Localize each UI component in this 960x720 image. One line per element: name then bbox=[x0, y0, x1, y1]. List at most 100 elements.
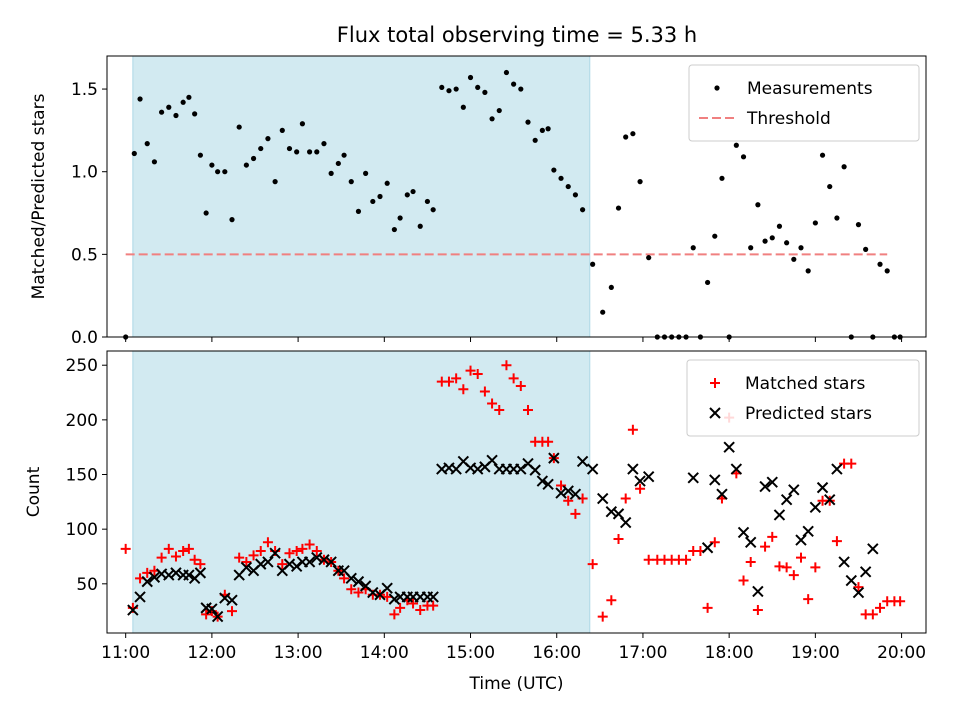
data-point bbox=[486, 454, 498, 467]
data-point bbox=[427, 591, 439, 603]
data-point bbox=[197, 152, 203, 158]
x-tick-label: 13:00 bbox=[274, 643, 323, 663]
data-point bbox=[137, 96, 143, 102]
data-point bbox=[745, 556, 756, 567]
data-point bbox=[812, 220, 818, 226]
data-point bbox=[705, 279, 711, 286]
data-point bbox=[744, 536, 757, 548]
x-tick-label: 18:00 bbox=[705, 643, 754, 663]
data-point bbox=[841, 164, 847, 170]
data-point bbox=[627, 463, 639, 475]
data-point bbox=[148, 571, 161, 583]
data-point bbox=[579, 207, 586, 213]
data-point bbox=[131, 150, 137, 157]
legend-swatch bbox=[709, 407, 721, 419]
data-point bbox=[451, 373, 462, 384]
data-point bbox=[590, 261, 596, 267]
data-point bbox=[127, 604, 139, 616]
data-point bbox=[853, 582, 864, 593]
data-point bbox=[211, 610, 224, 623]
top-panel-axes: 0.0 0.5 1.0 1.5 Matched/Predicted stars bbox=[29, 55, 927, 348]
bottom-panel-legend: Matched stars Predicted stars bbox=[686, 359, 920, 437]
data-point bbox=[558, 175, 564, 181]
legend-box bbox=[686, 359, 920, 437]
data-point bbox=[556, 480, 567, 491]
top-panel: 0.0 0.5 1.0 1.5 Matched/Predicted stars Meas… bbox=[29, 55, 927, 348]
data-point bbox=[702, 602, 713, 613]
data-point bbox=[572, 192, 579, 198]
data-point bbox=[646, 255, 652, 261]
data-point bbox=[314, 149, 320, 155]
data-point bbox=[430, 207, 436, 213]
data-point bbox=[798, 245, 804, 251]
data-point bbox=[352, 575, 365, 588]
data-point bbox=[563, 495, 574, 506]
data-point bbox=[895, 596, 906, 607]
data-point bbox=[752, 585, 764, 598]
data-point bbox=[733, 142, 739, 148]
data-point bbox=[819, 152, 826, 158]
data-point bbox=[709, 537, 720, 548]
data-point bbox=[173, 112, 179, 119]
top-panel-shaded-span bbox=[132, 55, 591, 338]
data-point bbox=[712, 233, 718, 239]
data-point bbox=[384, 180, 390, 186]
data-point bbox=[353, 587, 364, 598]
data-point bbox=[489, 116, 495, 122]
legend-swatch bbox=[714, 85, 720, 91]
data-point bbox=[737, 526, 750, 539]
data-point bbox=[562, 485, 574, 497]
data-point bbox=[515, 380, 526, 391]
data-point bbox=[576, 455, 589, 468]
data-point bbox=[424, 198, 431, 205]
data-point bbox=[755, 202, 761, 208]
data-point bbox=[543, 436, 554, 447]
data-point bbox=[586, 463, 599, 475]
x-tick-label: 20:00 bbox=[877, 643, 926, 663]
x-tick-label: 16:00 bbox=[532, 643, 581, 663]
data-point bbox=[838, 556, 850, 568]
data-point bbox=[515, 463, 527, 475]
data-point bbox=[458, 384, 469, 395]
data-point bbox=[269, 547, 281, 559]
data-point bbox=[525, 119, 531, 125]
data-point bbox=[852, 586, 865, 599]
data-point bbox=[824, 493, 836, 506]
y-tick-label: 50 bbox=[76, 575, 98, 595]
data-point bbox=[272, 179, 278, 185]
data-point bbox=[619, 516, 632, 529]
data-point bbox=[615, 205, 622, 211]
data-point bbox=[189, 554, 200, 565]
x-tick-label: 17:00 bbox=[618, 643, 667, 663]
bottom-panel: 50 100 150 200 250 11:00 12:00 13:00 14:00 15:00 1… bbox=[24, 350, 927, 694]
y-axis-label: Matched/Predicted stars bbox=[29, 93, 49, 299]
data-point bbox=[784, 240, 790, 246]
data-point bbox=[863, 246, 869, 252]
data-point bbox=[795, 534, 807, 546]
data-point bbox=[769, 235, 775, 241]
data-point bbox=[482, 89, 488, 95]
data-point bbox=[206, 603, 218, 615]
data-point bbox=[884, 268, 890, 274]
data-point bbox=[283, 558, 296, 570]
data-point bbox=[795, 552, 806, 563]
data-point bbox=[773, 509, 786, 521]
figure-title: Flux total observing time = 5.33 h bbox=[337, 23, 697, 47]
data-point bbox=[627, 424, 638, 435]
data-point bbox=[605, 505, 618, 518]
data-point bbox=[542, 478, 554, 491]
data-point bbox=[151, 159, 158, 165]
data-point bbox=[215, 169, 221, 175]
data-point bbox=[738, 575, 749, 586]
data-point bbox=[363, 170, 369, 176]
top-panel-legend: Measurements Threshold bbox=[688, 64, 920, 142]
y-tick-label: 100 bbox=[66, 520, 98, 540]
data-point bbox=[166, 104, 172, 110]
data-point bbox=[201, 609, 212, 620]
data-point bbox=[855, 222, 862, 228]
x-tick-label: 11:00 bbox=[101, 643, 150, 663]
data-point bbox=[192, 111, 198, 117]
legend-label: Threshold bbox=[746, 109, 831, 129]
data-point bbox=[831, 463, 843, 475]
x-axis-label: Time (UTC) bbox=[469, 674, 564, 694]
